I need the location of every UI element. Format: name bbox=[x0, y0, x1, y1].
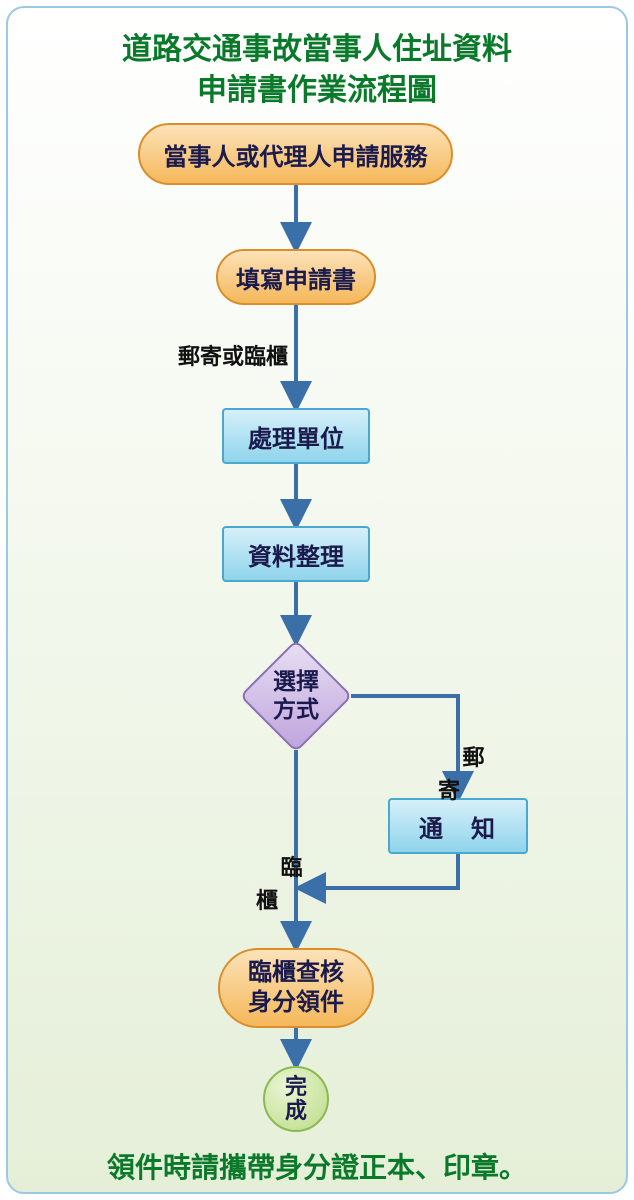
node-collate: 資料整理 bbox=[222, 526, 370, 582]
diagram-title: 道路交通事故當事人住址資料 申請書作業流程圖 bbox=[8, 30, 626, 111]
node-start: 當事人或代理人申請服務 bbox=[138, 123, 453, 185]
footer-text: 領件時請攜帶身分證正本、印章。 bbox=[107, 1152, 527, 1183]
node-done: 完 成 bbox=[263, 1066, 329, 1132]
node-decide: 選擇 方式 bbox=[240, 640, 352, 752]
edge-label-counter-branch: 臨 櫃 bbox=[256, 818, 302, 950]
node-verify: 臨櫃查核 身分領件 bbox=[218, 948, 374, 1028]
diagram-footer: 領件時請攜帶身分證正本、印章。 bbox=[8, 1146, 626, 1186]
node-collate-label: 資料整理 bbox=[248, 537, 344, 572]
arrow-notify-to-merge bbox=[302, 854, 458, 888]
node-fill-label: 填寫申請書 bbox=[236, 260, 356, 295]
edge-label-mail-branch: 郵 寄 bbox=[438, 708, 484, 840]
title-line-2: 申請書作業流程圖 bbox=[197, 74, 437, 107]
node-done-label: 完 成 bbox=[285, 1075, 307, 1123]
title-line-1: 道路交通事故當事人住址資料 bbox=[122, 33, 512, 66]
diagram-frame: 道路交通事故當事人住址資料 申請書作業流程圖 當事人或代理人申請服務 填寫申請書… bbox=[6, 6, 628, 1194]
node-fill: 填寫申請書 bbox=[216, 249, 376, 305]
node-handle: 處理單位 bbox=[222, 408, 370, 464]
node-decide-label: 選擇 方式 bbox=[273, 668, 319, 723]
edge-label-mail-or-counter: 郵寄或臨櫃 bbox=[178, 343, 288, 372]
node-start-label: 當事人或代理人申請服務 bbox=[164, 137, 428, 172]
node-verify-label: 臨櫃查核 身分領件 bbox=[248, 958, 344, 1018]
node-handle-label: 處理單位 bbox=[248, 419, 344, 454]
